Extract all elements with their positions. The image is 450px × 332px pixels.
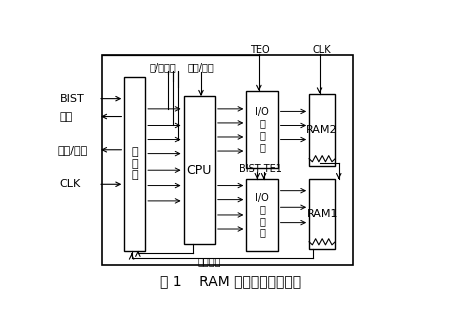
Bar bbox=[309, 179, 335, 249]
Bar bbox=[246, 179, 278, 251]
Text: RAM1: RAM1 bbox=[306, 209, 338, 219]
Bar bbox=[124, 77, 145, 251]
Text: 图 1    RAM 可测性设计结构图: 图 1 RAM 可测性设计结构图 bbox=[160, 275, 301, 289]
Text: I/O
控
制
器: I/O 控 制 器 bbox=[255, 193, 269, 237]
Text: 错误: 错误 bbox=[60, 112, 73, 122]
Text: TEO: TEO bbox=[251, 45, 270, 55]
Text: CLK: CLK bbox=[60, 179, 81, 189]
Text: BIST TE1: BIST TE1 bbox=[239, 164, 282, 174]
Bar bbox=[102, 55, 353, 265]
Text: I/O
控
制
器: I/O 控 制 器 bbox=[255, 107, 269, 152]
Text: BIST: BIST bbox=[60, 94, 85, 104]
Bar bbox=[246, 91, 278, 168]
Text: 地址/数据: 地址/数据 bbox=[188, 62, 214, 72]
Bar bbox=[184, 96, 215, 244]
Text: 控
制
器: 控 制 器 bbox=[131, 147, 138, 180]
Text: RAM2: RAM2 bbox=[306, 125, 338, 135]
Text: 读/写控制: 读/写控制 bbox=[149, 62, 176, 72]
Text: 相应数据: 相应数据 bbox=[198, 256, 221, 266]
Text: 正确/结束: 正确/结束 bbox=[58, 145, 88, 155]
Text: CLK: CLK bbox=[313, 45, 331, 55]
Bar bbox=[309, 94, 335, 166]
Text: CPU: CPU bbox=[187, 164, 212, 177]
